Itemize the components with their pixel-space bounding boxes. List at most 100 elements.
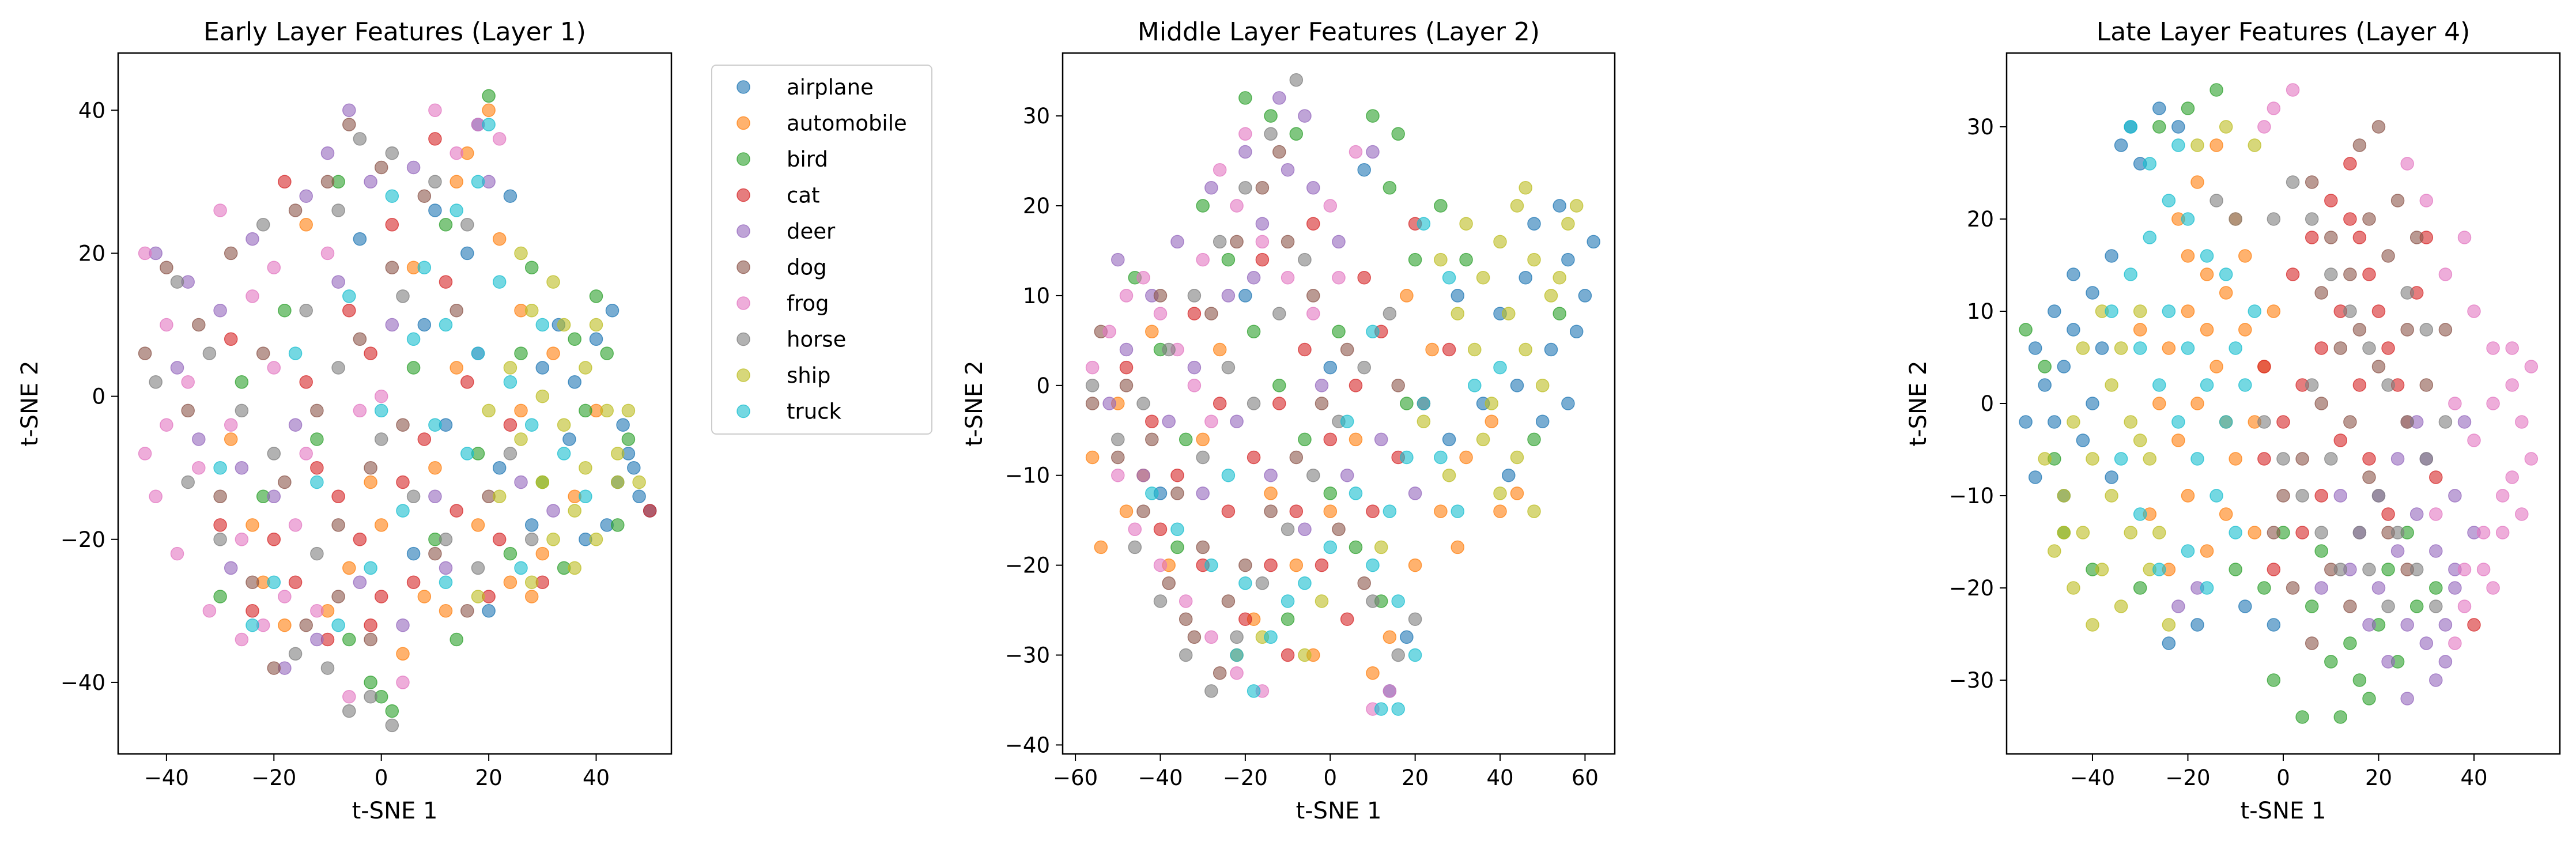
data-point-ship: [1510, 199, 1524, 213]
x-axis-label: t-SNE 1: [2241, 798, 2326, 824]
data-point-deer: [1230, 414, 1244, 428]
series-automobile: [2133, 138, 2281, 576]
data-point-ship: [1510, 450, 1524, 465]
data-point-cat: [1119, 360, 1134, 375]
data-point-frog: [1136, 270, 1150, 285]
data-point-horse: [202, 346, 217, 360]
data-point-deer: [267, 489, 281, 504]
data-point-cat: [224, 332, 238, 346]
data-point-bird: [2409, 599, 2424, 613]
data-point-horse: [2324, 267, 2338, 281]
data-point-cat: [492, 533, 507, 546]
data-point-truck: [524, 418, 539, 432]
data-point-horse: [1289, 73, 1304, 87]
data-point-bird: [1281, 612, 1295, 626]
data-point-frog: [2457, 563, 2472, 576]
data-point-cat: [1238, 612, 1252, 626]
data-point-cat: [2343, 157, 2357, 171]
data-point-horse: [374, 432, 388, 446]
data-point-ship: [2076, 526, 2090, 540]
data-point-frog: [1255, 235, 1270, 249]
data-point-deer: [2314, 581, 2328, 595]
data-point-ship: [1485, 397, 1499, 410]
data-point-airplane: [1400, 630, 1414, 644]
legend-label: automobile: [787, 111, 907, 136]
data-point-frog: [1238, 127, 1252, 141]
data-point-bird: [2019, 323, 2033, 337]
data-point-ship: [1535, 379, 1550, 393]
data-point-dog: [1179, 612, 1193, 626]
data-point-truck: [1391, 594, 1405, 608]
data-point-automobile: [1349, 432, 1363, 447]
data-point-cat: [1340, 612, 1354, 626]
data-point-dog: [1306, 289, 1320, 303]
data-point-frog: [2486, 341, 2500, 355]
data-point-automobile: [450, 175, 463, 189]
data-point-bird: [621, 432, 636, 446]
data-point-frog: [2505, 341, 2519, 355]
series-horse: [149, 132, 539, 733]
data-point-cat: [331, 489, 345, 504]
data-point-horse: [2429, 599, 2443, 613]
y-tick-label: 0: [92, 384, 105, 409]
series-cat: [2257, 157, 2481, 632]
data-point-horse: [1272, 307, 1286, 320]
data-point-truck: [213, 461, 227, 475]
data-point-deer: [1204, 181, 1218, 195]
data-point-truck: [2124, 267, 2137, 281]
data-point-truck: [471, 175, 485, 189]
data-point-frog: [1213, 163, 1227, 177]
data-point-deer: [2390, 544, 2405, 558]
data-point-ship: [1298, 648, 1312, 662]
data-point-dog: [460, 604, 474, 618]
data-point-frog: [2438, 267, 2453, 281]
data-point-airplane: [562, 432, 576, 446]
data-point-automobile: [1213, 342, 1227, 357]
data-point-horse: [1298, 252, 1312, 267]
data-point-automobile: [524, 590, 539, 603]
data-point-truck: [2200, 581, 2214, 595]
data-point-automobile: [2133, 323, 2147, 337]
data-point-truck: [1451, 504, 1465, 518]
data-point-dog: [2314, 397, 2328, 410]
panel-early-layer: Early Layer Features (Layer 1) t-SNE 1 t…: [17, 17, 673, 824]
series-bird: [2019, 83, 2443, 724]
data-point-dog: [1145, 432, 1159, 447]
data-point-bird: [342, 632, 356, 647]
x-axis-label: t-SNE 1: [352, 798, 438, 824]
data-point-automobile: [2219, 507, 2233, 521]
data-point-ship: [579, 361, 592, 375]
data-point-frog: [2524, 452, 2539, 466]
data-point-frog: [2419, 194, 2434, 208]
data-point-ship: [1519, 342, 1532, 357]
data-point-horse: [503, 447, 518, 461]
data-point-deer: [170, 361, 184, 375]
data-point-automobile: [1119, 504, 1134, 518]
data-point-truck: [1383, 504, 1397, 518]
data-point-cat: [364, 618, 377, 632]
legend-marker: [736, 152, 750, 166]
x-tick-label: −20: [1223, 765, 1268, 790]
data-point-horse: [1391, 648, 1405, 662]
data-point-frog: [160, 318, 173, 332]
data-point-horse: [331, 361, 345, 375]
data-point-truck: [1493, 360, 1507, 375]
data-point-truck: [1400, 450, 1414, 465]
data-point-automobile: [396, 647, 410, 661]
data-point-cat: [2295, 526, 2309, 540]
data-point-horse: [2286, 175, 2300, 189]
data-point-cat: [2324, 194, 2338, 208]
data-point-dog: [331, 590, 345, 603]
data-point-ship: [2133, 433, 2147, 447]
data-point-dog: [224, 246, 238, 261]
data-point-truck: [1417, 217, 1431, 231]
data-point-frog: [342, 689, 356, 704]
data-point-deer: [2400, 692, 2414, 706]
data-point-horse: [1247, 397, 1261, 410]
data-point-frog: [2524, 360, 2539, 374]
data-point-frog: [1230, 199, 1244, 213]
data-point-frog: [149, 489, 163, 504]
y-tick-label: −30: [1005, 643, 1050, 668]
data-point-frog: [2515, 507, 2529, 521]
data-point-cat: [2267, 563, 2281, 576]
